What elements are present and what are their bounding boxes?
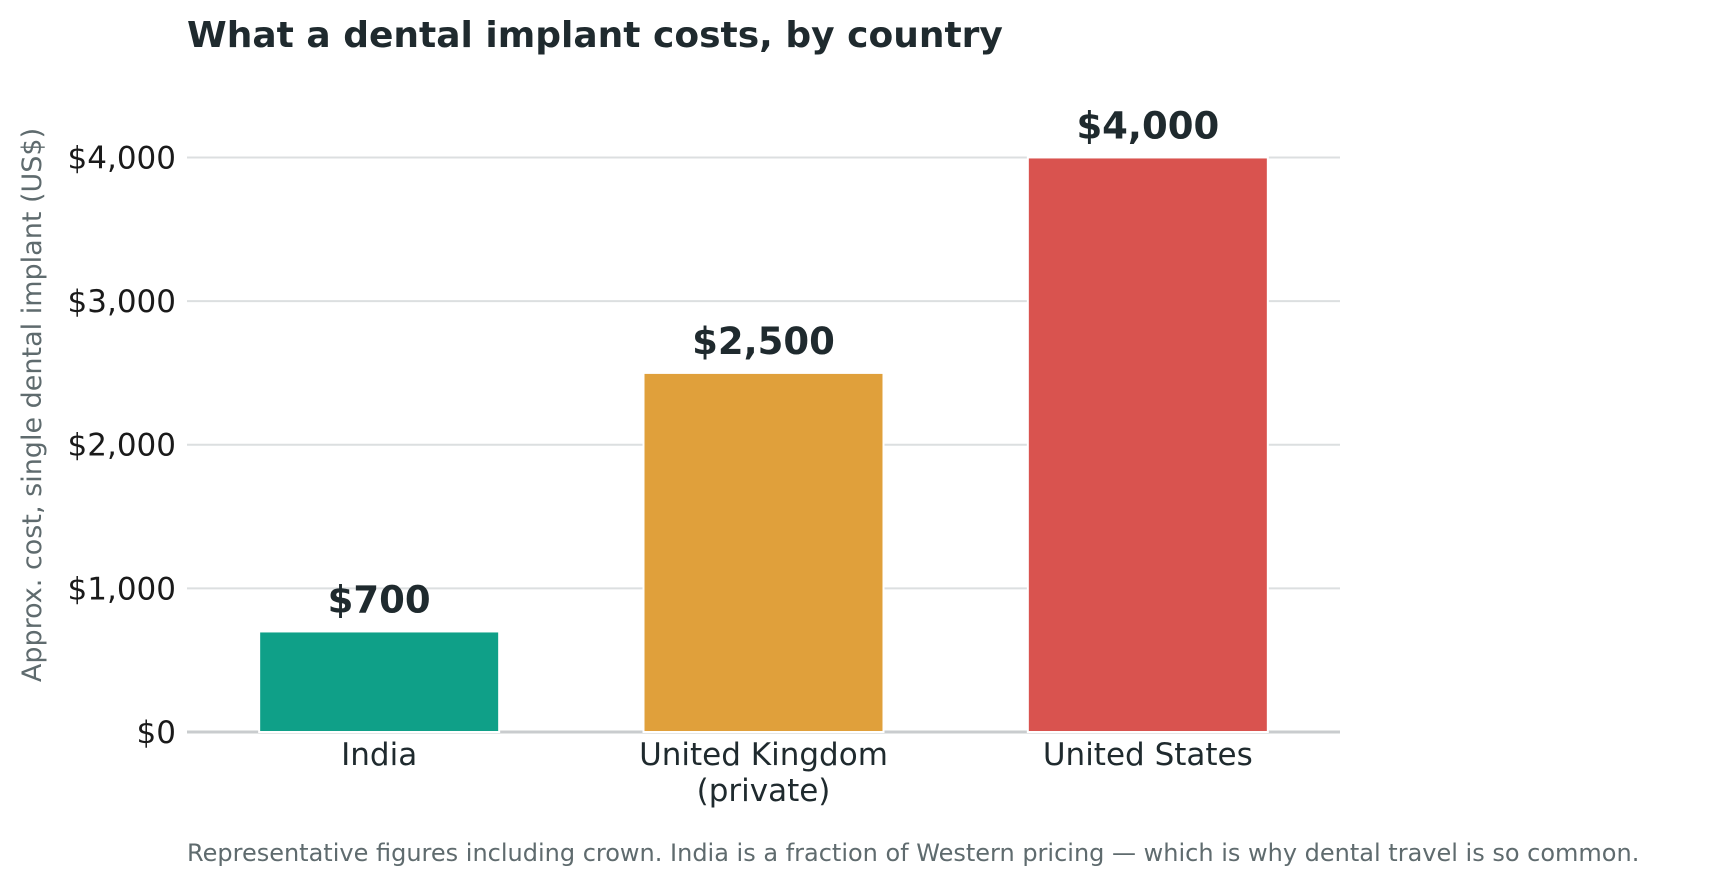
y-tick-label: $4,000 [68,140,176,176]
bar [1026,156,1269,734]
x-axis-labels: India United Kingdom(private) United State… [341,737,1253,809]
x-tick-label: India [341,737,417,773]
value-labels: $700 $2,500 $4,000 [328,104,1220,621]
bar [258,630,501,733]
y-tick-label: $0 [137,715,176,751]
bars [258,156,1269,734]
data-label: $2,500 [692,320,835,363]
y-tick-label: $1,000 [68,571,176,607]
x-tick-label: United Kingdom [639,737,888,773]
chart-title: What a dental implant costs, by country [187,15,1003,56]
footnote: Representative figures including crown. … [187,839,1639,867]
x-tick-label: (private) [697,773,831,809]
bar [642,371,885,733]
y-tick-label: $3,000 [68,284,176,320]
y-tick-label: $2,000 [68,428,176,464]
data-label: $4,000 [1076,104,1219,147]
x-tick-label: United States [1043,737,1253,773]
y-axis-title: Approx. cost, single dental implant (US$… [17,128,48,682]
data-label: $700 [328,578,431,621]
y-axis-ticks: $0 $1,000 $2,000 $3,000 $4,000 [68,140,176,751]
